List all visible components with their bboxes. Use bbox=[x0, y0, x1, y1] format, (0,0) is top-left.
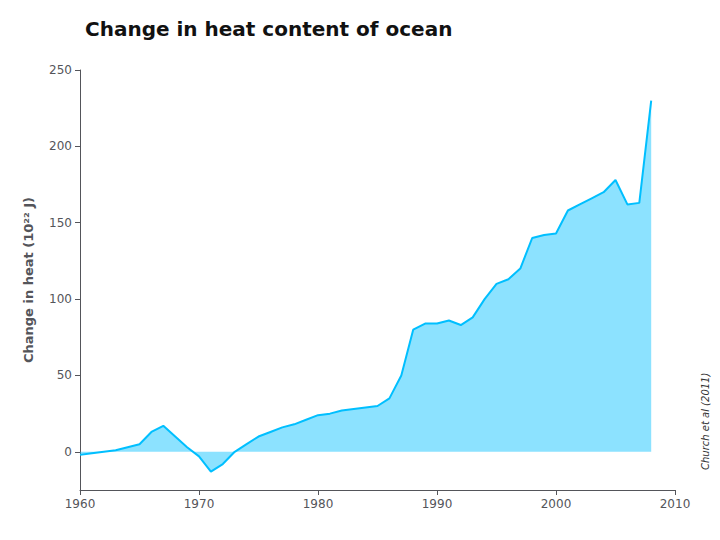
svg-text:Change in heat content of ocea: Change in heat content of ocean bbox=[85, 17, 452, 41]
svg-text:1990: 1990 bbox=[422, 497, 453, 511]
svg-text:200: 200 bbox=[49, 139, 72, 153]
svg-text:2010: 2010 bbox=[660, 497, 691, 511]
svg-text:50: 50 bbox=[57, 368, 72, 382]
svg-text:150: 150 bbox=[49, 216, 72, 230]
svg-text:100: 100 bbox=[49, 292, 72, 306]
svg-text:1960: 1960 bbox=[65, 497, 96, 511]
svg-text:Change in heat (10²² J): Change in heat (10²² J) bbox=[21, 197, 36, 363]
svg-text:250: 250 bbox=[49, 63, 72, 77]
svg-text:0: 0 bbox=[64, 445, 72, 459]
svg-text:1980: 1980 bbox=[303, 497, 334, 511]
svg-text:Church et al (2011): Church et al (2011) bbox=[700, 373, 711, 470]
svg-text:2000: 2000 bbox=[541, 497, 572, 511]
svg-text:1970: 1970 bbox=[184, 497, 215, 511]
